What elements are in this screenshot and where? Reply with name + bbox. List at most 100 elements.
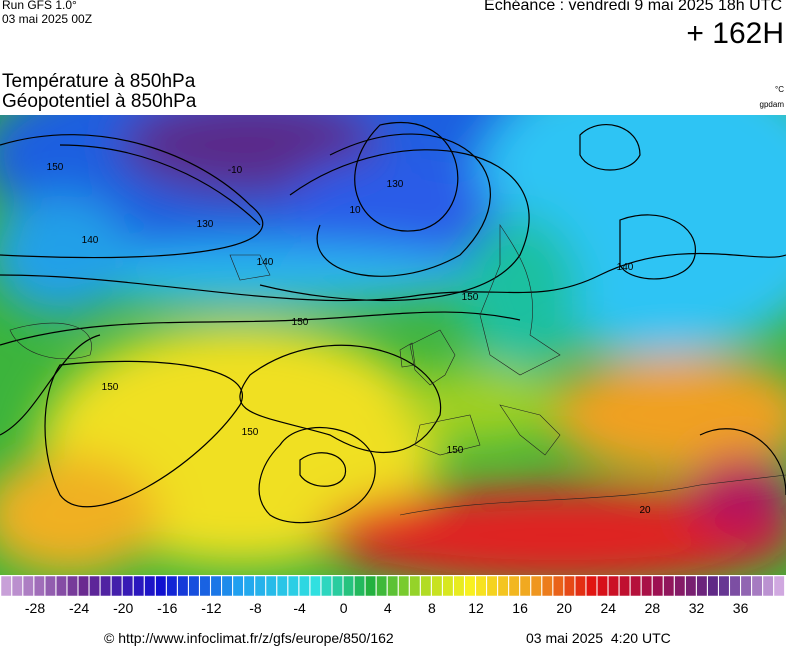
- color-swatch: [597, 575, 608, 597]
- color-swatch: [740, 575, 752, 597]
- color-swatch: [166, 575, 178, 597]
- color-swatch: [541, 575, 553, 597]
- color-swatch: [55, 575, 67, 597]
- color-swatch: [619, 575, 631, 597]
- color-swatch: [608, 575, 620, 597]
- color-swatch: [420, 575, 432, 597]
- color-swatch: [232, 575, 244, 597]
- color-swatch: [22, 575, 34, 597]
- scale-tick-label: -8: [249, 600, 262, 615]
- contour-label: 130: [197, 219, 214, 230]
- color-swatch: [508, 575, 520, 597]
- color-swatch: [707, 575, 719, 597]
- color-swatch: [409, 575, 421, 597]
- unit-geopotential: gpdam: [759, 100, 784, 109]
- color-swatch: [354, 575, 366, 597]
- color-swatch: [442, 575, 454, 597]
- color-swatch: [89, 575, 101, 597]
- run-date: 03 mai 2025 00Z: [2, 12, 93, 26]
- contour-label: 20: [639, 505, 651, 516]
- color-swatch: [674, 575, 686, 597]
- scale-tick-label: -16: [157, 600, 177, 615]
- color-swatch: [332, 575, 343, 597]
- run-label: Run GFS 1.0°: [2, 0, 77, 12]
- scale-tick-label: -4: [293, 600, 306, 615]
- color-swatch: [199, 575, 211, 597]
- scale-tick-label: -28: [25, 600, 45, 615]
- issue-time: 03 mai 2025 4:20 UTC: [526, 630, 671, 646]
- contour-label: 150: [242, 427, 259, 438]
- forecast-time: Echéance : vendredi 9 mai 2025 18h UTC: [484, 0, 782, 14]
- color-swatch: [243, 575, 255, 597]
- color-swatch: [133, 575, 145, 597]
- contour-label: 140: [82, 235, 99, 246]
- scale-tick-label: -20: [113, 600, 133, 615]
- color-swatch: [287, 575, 299, 597]
- color-swatch: [221, 575, 233, 597]
- color-swatch: [67, 575, 78, 597]
- title-geopotential: Géopotentiel à 850hPa: [2, 91, 197, 112]
- color-swatch: [464, 575, 476, 597]
- color-swatch: [144, 575, 156, 597]
- color-swatch: [663, 575, 675, 597]
- color-swatch: [343, 575, 355, 597]
- color-swatch: [177, 575, 189, 597]
- color-swatch: [585, 575, 597, 597]
- color-swatch: [696, 575, 708, 597]
- color-swatch: [685, 575, 697, 597]
- color-swatch: [320, 575, 332, 597]
- color-swatch: [254, 575, 266, 597]
- color-swatch: [519, 575, 531, 597]
- scale-tick-label: 28: [645, 600, 661, 615]
- color-swatch: [44, 575, 56, 597]
- color-swatch: [773, 575, 785, 597]
- color-swatch: [100, 575, 112, 597]
- color-swatch: [497, 575, 509, 597]
- color-swatch: [0, 575, 12, 597]
- color-swatch: [486, 575, 498, 597]
- scale-tick-label: 20: [556, 600, 572, 615]
- color-swatch: [11, 575, 23, 597]
- contour-label: 150: [102, 382, 119, 393]
- color-swatch: [78, 575, 89, 597]
- color-swatch: [188, 575, 200, 597]
- color-swatch: [376, 575, 388, 597]
- scale-tick-label: 16: [512, 600, 528, 615]
- color-swatch: [276, 575, 288, 597]
- color-swatch: [652, 575, 664, 597]
- contour-label: 150: [462, 292, 479, 303]
- color-swatch: [431, 575, 443, 597]
- color-swatch: [530, 575, 542, 597]
- title-temperature: Température à 850hPa: [2, 71, 196, 92]
- scale-tick-label: 24: [601, 600, 617, 615]
- color-swatch: [387, 575, 399, 597]
- color-swatch: [111, 575, 123, 597]
- scale-tick-label: 4: [384, 600, 392, 615]
- contour-label: 140: [257, 257, 274, 268]
- color-swatch: [751, 575, 763, 597]
- color-swatch: [309, 575, 321, 597]
- color-swatch: [641, 575, 653, 597]
- contour-label: -10: [228, 165, 243, 176]
- color-swatch: [155, 575, 167, 597]
- scale-tick-label: -24: [69, 600, 89, 615]
- color-scale: -28 -24 -20 -16 -12 -8 -4 0 4 8 12 16 20 24 28 32 36: [0, 575, 785, 615]
- contour-label: 140: [617, 262, 634, 273]
- contour-label: 150: [292, 317, 309, 328]
- color-swatch: [475, 575, 487, 597]
- scale-tick-label: 0: [340, 600, 348, 615]
- contour-label: 10: [349, 205, 361, 216]
- map: 150 140 130 140 150 150 150 150 150 140 130 -10 10 20: [0, 115, 786, 575]
- color-swatch: [365, 575, 377, 597]
- color-swatch: [210, 575, 222, 597]
- scale-tick-label: 8: [428, 600, 436, 615]
- color-swatch: [398, 575, 410, 597]
- color-swatch: [729, 575, 741, 597]
- color-swatch: [563, 575, 575, 597]
- contour-label: 150: [47, 162, 64, 173]
- contour-label: 150: [447, 445, 464, 456]
- scale-tick-label: 12: [468, 600, 484, 615]
- color-swatch: [574, 575, 586, 597]
- color-swatch: [762, 575, 774, 597]
